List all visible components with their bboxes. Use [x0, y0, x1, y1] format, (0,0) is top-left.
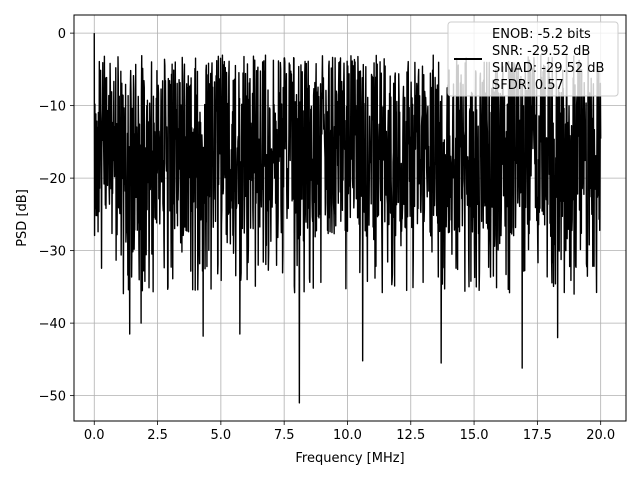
- legend-snr: SNR: -29.52 dB: [492, 44, 590, 59]
- x-tick-label: 7.5: [274, 428, 295, 443]
- x-tick-label: 10.0: [333, 428, 362, 443]
- x-tick-label: 0.0: [84, 428, 105, 443]
- y-axis-label: PSD [dB]: [15, 189, 30, 247]
- x-tick-label: 15.0: [460, 428, 489, 443]
- y-tick-label: −50: [39, 390, 66, 405]
- legend-sfdr: SFDR: 0.57: [492, 78, 564, 93]
- x-tick-label: 20.0: [586, 428, 615, 443]
- legend-enob: ENOB: -5.2 bits: [492, 27, 591, 42]
- x-tick-label: 12.5: [396, 428, 425, 443]
- y-tick-label: −20: [39, 172, 66, 187]
- legend-sinad: SINAD: -29.52 dB: [492, 61, 604, 76]
- x-axis: 0.0 2.5 5.0 7.5 10.0 12.5 15.0 17.5 20.0: [84, 421, 615, 443]
- legend: ENOB: -5.2 bits SNR: -29.52 dB SINAD: -2…: [447, 21, 619, 97]
- y-tick-label: 0: [58, 27, 66, 42]
- y-tick-label: −40: [39, 317, 66, 332]
- legend-box: [447, 21, 619, 97]
- x-tick-label: 5.0: [211, 428, 232, 443]
- y-tick-label: −30: [39, 245, 66, 260]
- x-tick-label: 17.5: [523, 428, 552, 443]
- plot-frame: [73, 14, 627, 422]
- x-axis-label: Frequency [MHz]: [295, 451, 404, 466]
- y-tick-label: −10: [39, 100, 66, 115]
- x-tick-label: 2.5: [147, 428, 168, 443]
- y-axis: 0 −10 −20 −30 −40 −50: [39, 27, 74, 405]
